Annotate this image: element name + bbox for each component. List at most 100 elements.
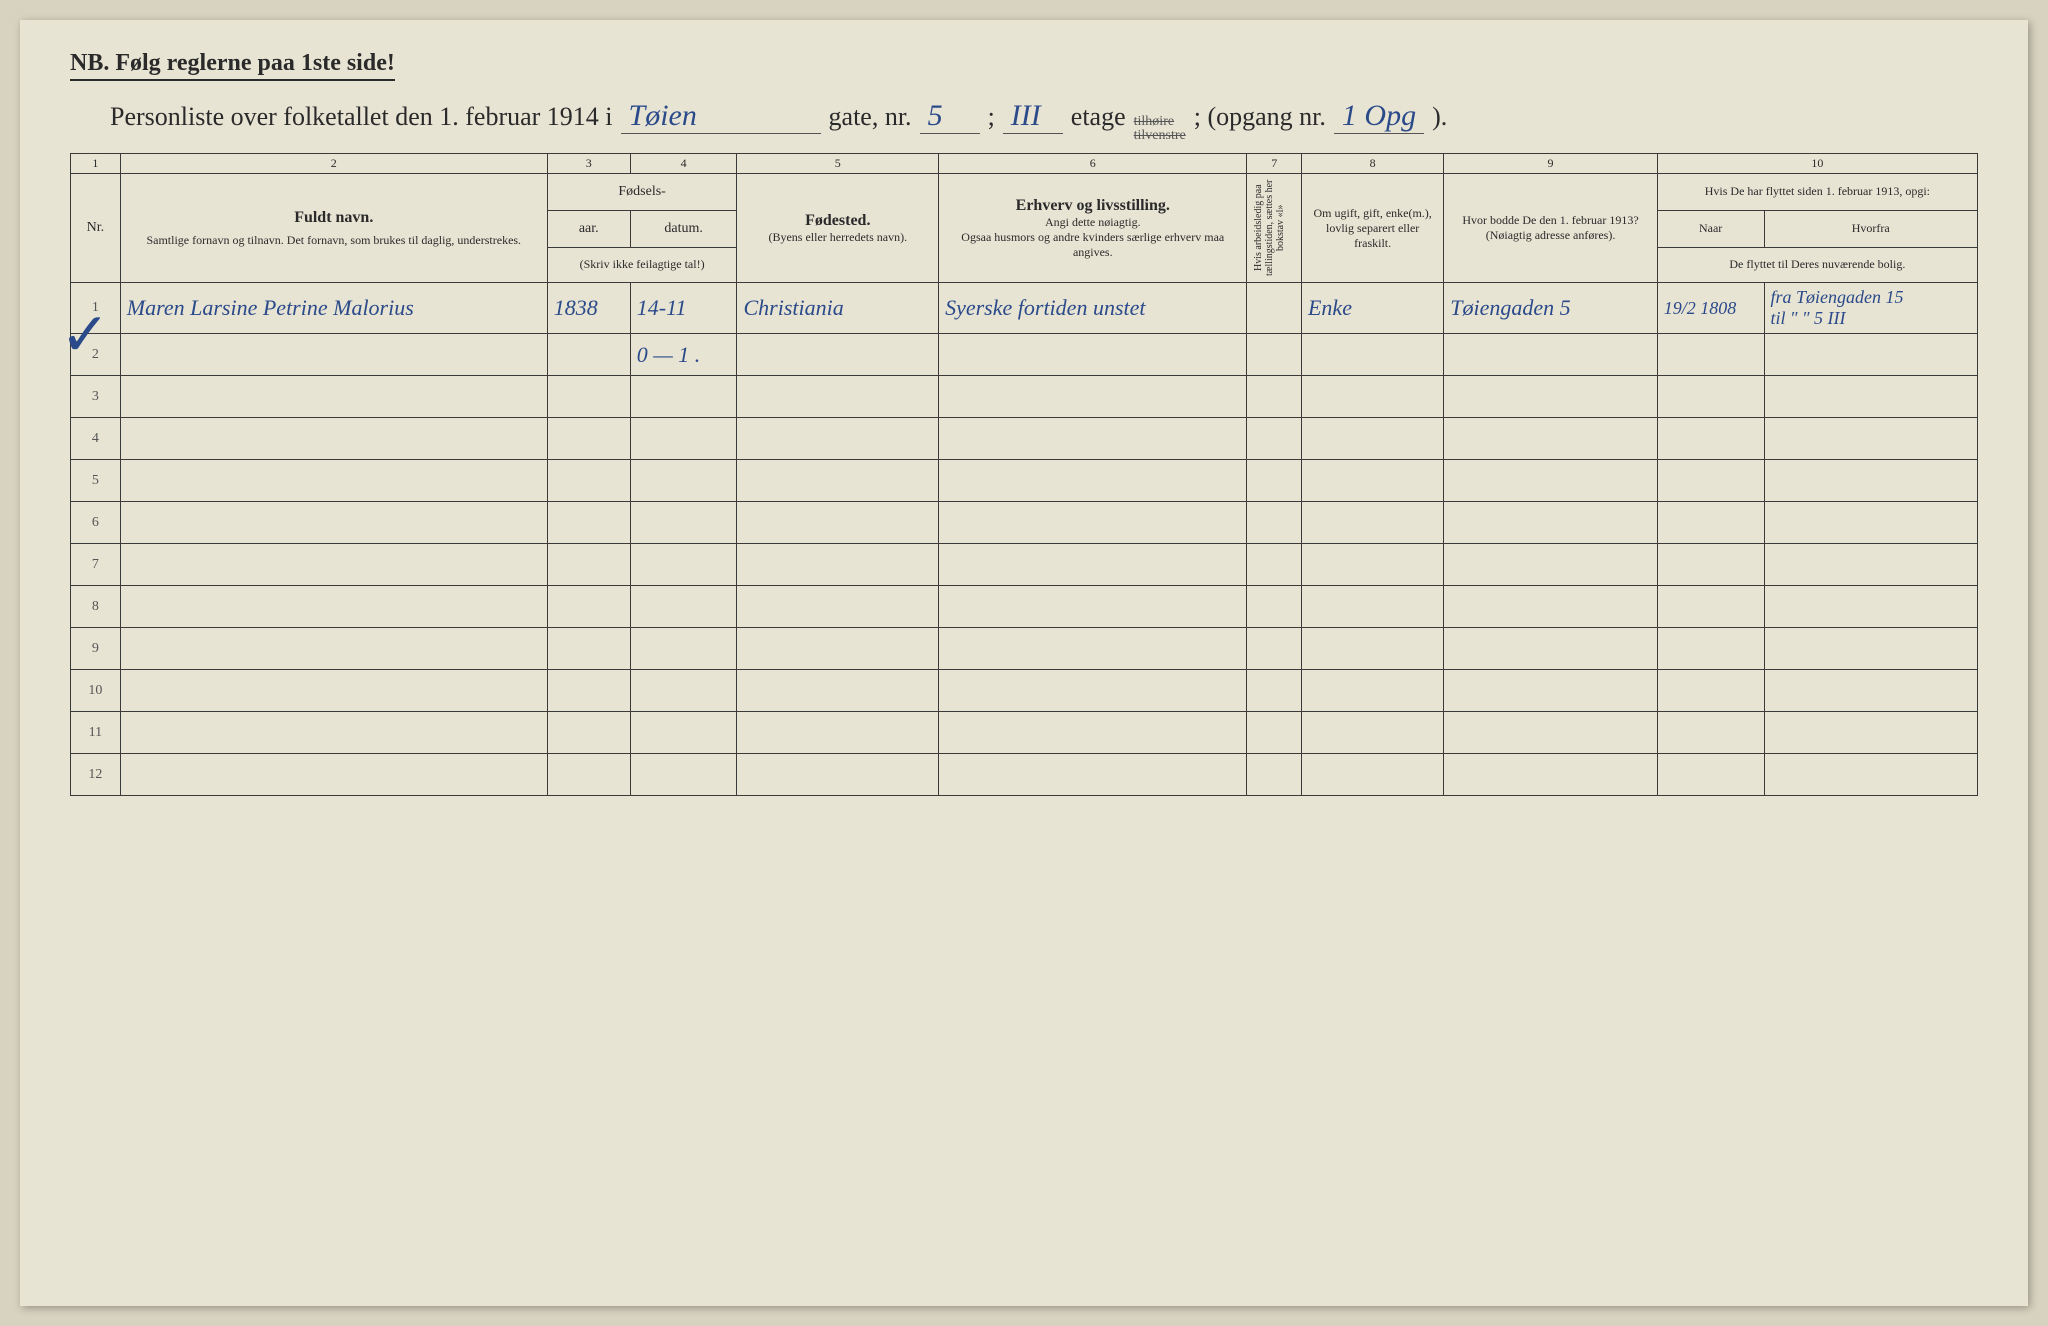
row-number: 7 [71, 544, 121, 586]
header-prev-address-sub: (Nøiagtig adresse anføres). [1450, 228, 1650, 243]
semicolon: ; [988, 102, 995, 132]
header-occupation-sub1: Angi dette nøiagtig. [945, 215, 1240, 230]
colnum-9: 9 [1444, 154, 1657, 174]
cell-name [120, 460, 547, 502]
cell-marital [1301, 334, 1443, 376]
cell-prev-address [1444, 334, 1657, 376]
cell-occupation [939, 460, 1247, 502]
table-row: 7 [71, 544, 1978, 586]
cell-birthplace [737, 712, 939, 754]
cell-col7 [1247, 502, 1302, 544]
cell-col7 [1247, 418, 1302, 460]
cell-occupation [939, 628, 1247, 670]
cell-hvorfra [1764, 754, 1978, 796]
cell-occupation [939, 376, 1247, 418]
cell-col7 [1247, 460, 1302, 502]
cell-hvorfra [1764, 544, 1978, 586]
cell-col7 [1247, 754, 1302, 796]
cell-prev-address [1444, 460, 1657, 502]
cell-date: 0 — 1 . [630, 334, 737, 376]
cell-hvorfra [1764, 460, 1978, 502]
header-prev-address: Hvor bodde De den 1. februar 1913? (Nøia… [1444, 174, 1657, 283]
header-col7-text: Hvis arbeidsledig paa tællingstiden, sæt… [1253, 178, 1286, 278]
cell-naar [1657, 418, 1764, 460]
header-name-sub: Samtlige fornavn og tilnavn. Det fornavn… [127, 233, 541, 248]
cell-naar [1657, 502, 1764, 544]
cell-birthplace [737, 334, 939, 376]
table-header: 1 2 3 4 5 6 7 8 9 10 Nr. Fuldt navn. Sam… [71, 154, 1978, 283]
cell-marital [1301, 544, 1443, 586]
gate-label: gate, nr. [829, 102, 912, 132]
colnum-1: 1 [71, 154, 121, 174]
table-row: 5 [71, 460, 1978, 502]
cell-hvorfra [1764, 712, 1978, 754]
colnum-10: 10 [1657, 154, 1977, 174]
header-fodsels: Fødsels- [547, 174, 737, 211]
gate-number-field: 5 [920, 99, 980, 134]
cell-year [547, 754, 630, 796]
cell-name [120, 670, 547, 712]
table-row: 3 [71, 376, 1978, 418]
etage-field: III [1003, 99, 1063, 134]
header-birthplace-sub: (Byens eller herredets navn). [743, 230, 932, 245]
cell-prev-address [1444, 670, 1657, 712]
cell-name [120, 586, 547, 628]
cell-hvorfra [1764, 376, 1978, 418]
table-row: 11 [71, 712, 1978, 754]
cell-date [630, 376, 737, 418]
cell-prev-address [1444, 376, 1657, 418]
colnum-7: 7 [1247, 154, 1302, 174]
cell-year [547, 502, 630, 544]
cell-hvorfra [1764, 334, 1978, 376]
cell-occupation [939, 754, 1247, 796]
cell-marital [1301, 628, 1443, 670]
cell-marital [1301, 502, 1443, 544]
cell-col7 [1247, 712, 1302, 754]
cell-prev-address [1444, 418, 1657, 460]
row-number: 3 [71, 376, 121, 418]
cell-date [630, 544, 737, 586]
header-prev-address-title: Hvor bodde De den 1. februar 1913? [1450, 213, 1650, 228]
row-number: 8 [71, 586, 121, 628]
row-number: 10 [71, 670, 121, 712]
cell-date [630, 418, 737, 460]
cell-naar [1657, 376, 1764, 418]
cell-name [120, 418, 547, 460]
colnum-4: 4 [630, 154, 737, 174]
cell-occupation [939, 502, 1247, 544]
option-tilhoire: tilhøire [1134, 115, 1186, 129]
cell-prev-address [1444, 754, 1657, 796]
cell-occupation [939, 418, 1247, 460]
colnum-3: 3 [547, 154, 630, 174]
table-row: 2 0 — 1 . [71, 334, 1978, 376]
header-birthplace-title: Fødested. [743, 212, 932, 230]
opgang-field: 1 Opg [1334, 99, 1424, 134]
street-name-field: Tøien [621, 99, 821, 134]
table-row: 6 [71, 502, 1978, 544]
cell-naar [1657, 670, 1764, 712]
cell-year [547, 418, 630, 460]
checkmark-annotation: ✓ [60, 300, 110, 370]
cell-naar [1657, 544, 1764, 586]
table-row: 9 [71, 628, 1978, 670]
colnum-8: 8 [1301, 154, 1443, 174]
cell-marital [1301, 460, 1443, 502]
colnum-5: 5 [737, 154, 939, 174]
cell-date [630, 754, 737, 796]
cell-year [547, 334, 630, 376]
cell-hvorfra [1764, 418, 1978, 460]
close-paren: ). [1432, 102, 1447, 132]
cell-date [630, 712, 737, 754]
cell-name [120, 334, 547, 376]
cell-marital [1301, 376, 1443, 418]
header-year-note: (Skriv ikke feilagtige tal!) [547, 247, 737, 282]
title-prefix: Personliste over folketallet den 1. febr… [110, 102, 613, 132]
cell-marital [1301, 670, 1443, 712]
header-row-1: Nr. Fuldt navn. Samtlige fornavn og tiln… [71, 174, 1978, 211]
colnum-2: 2 [120, 154, 547, 174]
cell-occupation [939, 586, 1247, 628]
table-row: 12 [71, 754, 1978, 796]
cell-prev-address [1444, 712, 1657, 754]
cell-name [120, 502, 547, 544]
cell-prev-address [1444, 544, 1657, 586]
